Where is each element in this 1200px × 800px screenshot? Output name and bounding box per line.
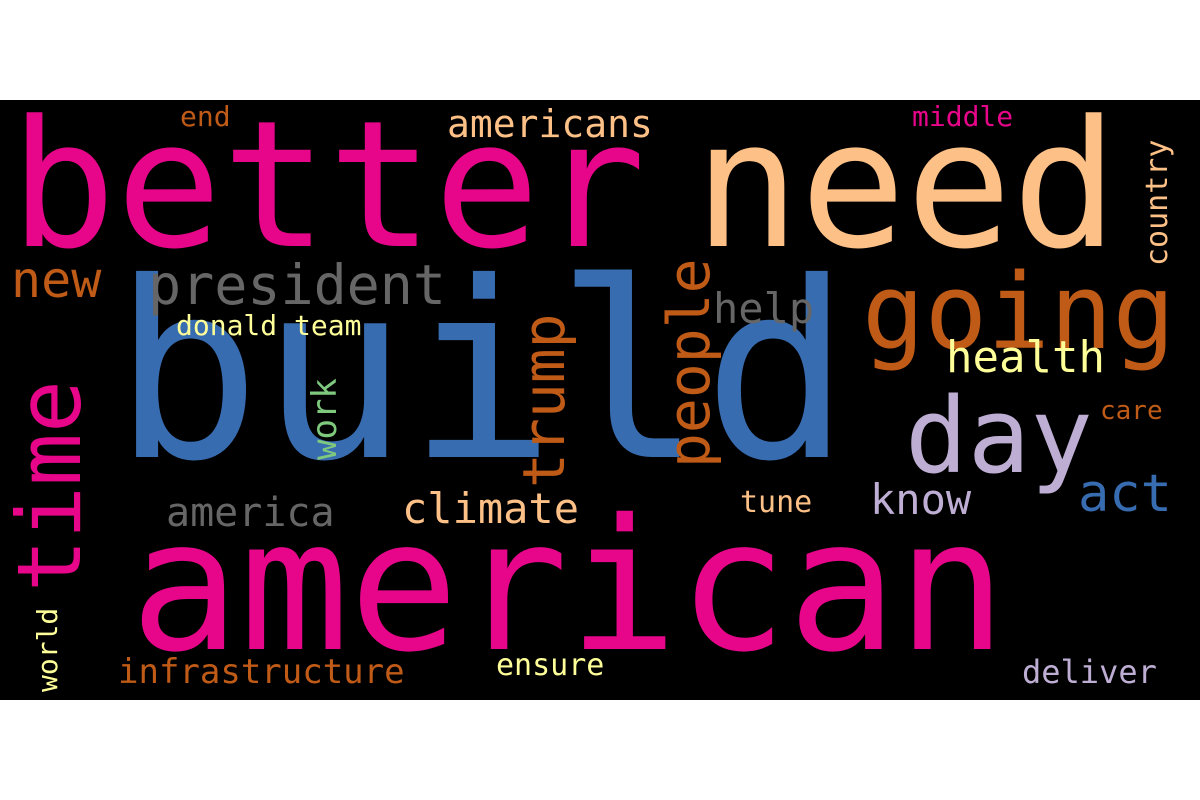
word-act: act — [1078, 464, 1172, 524]
word-deliver: deliver — [1022, 653, 1157, 691]
word-world: world — [31, 607, 64, 692]
word-donald-team: donald team — [176, 309, 362, 342]
word-cloud: better need build american going day pre… — [0, 100, 1200, 700]
word-help: help — [713, 284, 815, 333]
word-time: time — [0, 380, 101, 592]
word-better: better — [10, 100, 646, 288]
word-country: country — [1140, 139, 1175, 266]
word-build: build — [113, 230, 851, 515]
word-climate: climate — [402, 484, 580, 533]
word-america: america — [166, 490, 335, 536]
word-new: new — [11, 251, 102, 309]
word-work: work — [305, 378, 345, 460]
word-people: people — [655, 258, 723, 468]
word-day: day — [905, 375, 1093, 497]
word-middle: middle — [912, 100, 1014, 133]
word-health: health — [946, 332, 1105, 383]
word-need: need — [694, 100, 1118, 288]
word-going: going — [862, 251, 1176, 373]
word-infrastructure: infrastructure — [118, 652, 405, 692]
word-american: american — [130, 480, 1007, 692]
word-americans: americans — [447, 102, 653, 146]
word-care: care — [1100, 396, 1163, 426]
word-trump: trump — [510, 313, 578, 488]
word-president: president — [148, 253, 447, 317]
word-tune: tune — [740, 485, 813, 520]
word-ensure: ensure — [496, 648, 605, 683]
word-end: end — [180, 100, 231, 133]
word-know: know — [870, 475, 972, 524]
